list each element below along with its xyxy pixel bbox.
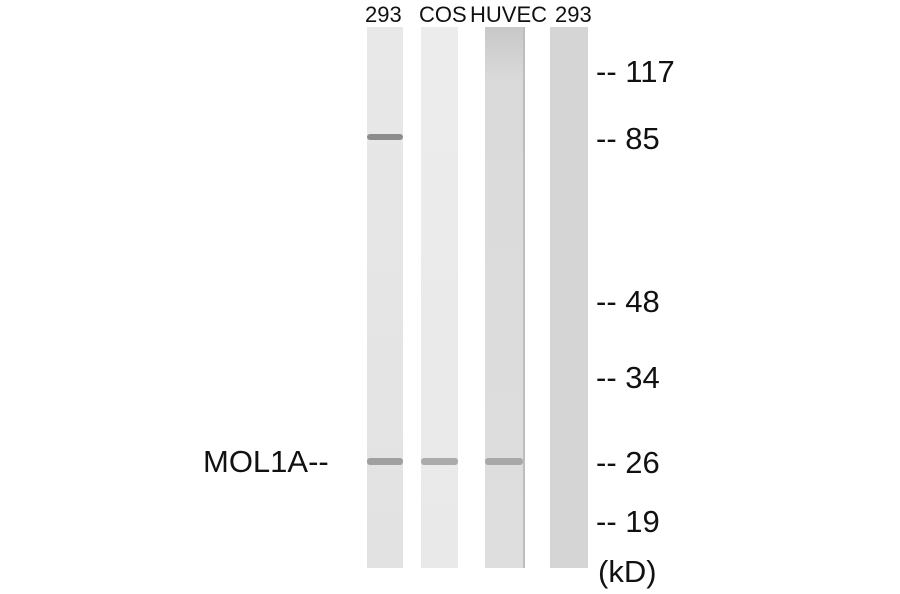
marker-48: -- 48 <box>596 284 660 319</box>
lane-4 <box>550 27 588 568</box>
band-85kd <box>367 134 403 140</box>
lane-2 <box>421 27 458 568</box>
marker-26: -- 26 <box>596 445 660 480</box>
lane-label-2: COS <box>419 2 467 27</box>
lane-label-4: 293 <box>555 2 592 27</box>
protein-label: MOL1A-- <box>203 444 329 479</box>
band-mol1a <box>421 458 458 465</box>
unit-label: (kD) <box>598 554 657 589</box>
marker-117: -- 117 <box>596 54 675 89</box>
lane-label-3: HUVEC <box>470 2 548 27</box>
marker-34: -- 34 <box>596 360 660 395</box>
band-mol1a <box>485 458 523 465</box>
band-mol1a <box>367 458 403 465</box>
lane-1 <box>367 27 403 568</box>
marker-19: -- 19 <box>596 504 660 539</box>
lane-label-1: 293 <box>365 2 402 27</box>
lane-3 <box>485 27 525 568</box>
marker-85: -- 85 <box>596 121 660 156</box>
